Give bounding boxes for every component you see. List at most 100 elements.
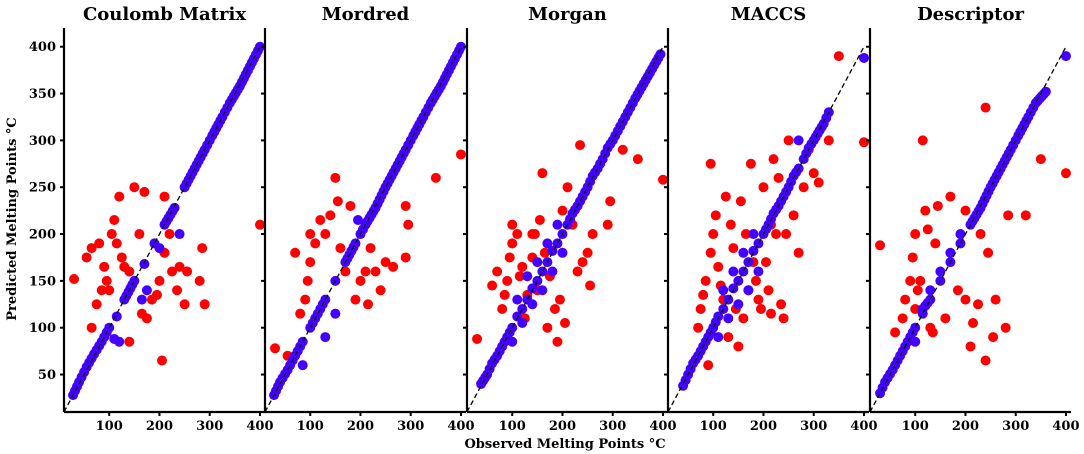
inlier-point	[710, 317, 721, 328]
outlier-point	[335, 243, 346, 254]
outlier-point	[549, 303, 560, 314]
inlier-point	[793, 135, 804, 146]
outlier-point	[295, 308, 306, 319]
inlier-point	[86, 353, 97, 364]
inlier-point	[585, 176, 596, 187]
outlier-point	[375, 285, 386, 296]
outlier-point	[332, 196, 343, 207]
x-tick-label: 400	[447, 419, 474, 434]
outlier-point	[915, 275, 926, 286]
outlier-point	[910, 229, 921, 240]
inlier-point	[786, 176, 797, 187]
x-tick-label: 100	[96, 419, 123, 434]
outlier-point	[725, 219, 736, 230]
outlier-point	[1060, 168, 1071, 179]
outlier-point	[900, 294, 911, 305]
outlier-point	[542, 322, 553, 333]
inlier-point	[771, 204, 782, 215]
inlier-point	[527, 299, 538, 310]
outlier-point	[91, 299, 102, 310]
outlier-point	[106, 229, 117, 240]
outlier-point	[315, 215, 326, 225]
inlier-point	[527, 283, 538, 294]
outlier-point	[199, 299, 210, 310]
outlier-point	[657, 174, 668, 185]
outlier-point	[114, 191, 125, 202]
outlier-point	[713, 261, 724, 272]
x-tick-label: 200	[146, 419, 173, 434]
outlier-point	[104, 285, 115, 296]
inlier-point	[753, 238, 764, 249]
outlier-point	[708, 229, 719, 240]
outlier-point	[557, 205, 568, 216]
outlier-point	[172, 285, 183, 296]
outlier-point	[94, 238, 105, 249]
outlier-point	[745, 158, 756, 169]
outlier-point	[990, 294, 1001, 305]
inlier-point	[590, 167, 601, 178]
panels-group: Coulomb Matrix 100 200 300 400 50 100 150 200 250…	[29, 4, 1080, 434]
outlier-point	[776, 299, 787, 310]
outlier-point	[129, 182, 140, 193]
outlier-point	[197, 243, 208, 254]
outlier-point	[572, 266, 583, 277]
reference-line	[264, 46, 462, 413]
x-tick-label: 300	[196, 419, 223, 434]
inlier-point	[776, 196, 787, 207]
inlier-point	[139, 259, 150, 270]
outlier-point	[813, 177, 824, 188]
outlier-point	[151, 289, 162, 300]
outlier-point	[400, 200, 411, 211]
inlier-point	[713, 332, 724, 343]
inlier-point	[922, 297, 933, 308]
outlier-point	[980, 102, 991, 113]
inlier-point	[320, 332, 331, 343]
outlier-point	[270, 343, 281, 354]
outlier-point	[983, 247, 994, 258]
inlier-point	[517, 318, 528, 329]
outlier-point	[975, 229, 986, 240]
outlier-point	[617, 144, 628, 155]
inlier-point	[718, 285, 729, 296]
x-tick-label: 200	[347, 419, 374, 434]
panel-1: Coulomb Matrix 100 200 300 400 50 100 150 200 250…	[29, 4, 274, 434]
y-tick-label: 350	[29, 87, 56, 102]
outlier-point	[932, 200, 943, 211]
inlier-point	[605, 139, 616, 150]
reference-line	[869, 46, 1067, 413]
inlier-point	[858, 52, 869, 63]
x-tick-label: 100	[902, 419, 929, 434]
outlier-point	[320, 229, 331, 240]
inlier-point	[197, 148, 208, 159]
outlier-point	[755, 303, 766, 314]
outlier-point	[700, 275, 711, 286]
outlier-point	[917, 135, 928, 146]
inlier-point	[499, 336, 510, 347]
outlier-point	[1003, 210, 1014, 221]
outlier-point	[602, 219, 613, 230]
outlier-point	[559, 318, 570, 329]
outlier-point	[300, 294, 311, 305]
panel-title: Descriptor	[917, 4, 1024, 25]
outlier-point	[194, 275, 205, 286]
outlier-point	[833, 51, 844, 62]
inlier-point	[537, 285, 548, 296]
y-tick-label: 100	[29, 321, 56, 336]
outlier-point	[99, 261, 110, 272]
x-tick-label: 400	[246, 419, 273, 434]
outlier-point	[124, 266, 135, 277]
inlier-point	[557, 247, 568, 258]
inlier-point	[537, 266, 548, 277]
outlier-point	[497, 303, 508, 314]
outlier-point	[763, 285, 774, 296]
panel-title: MACCS	[731, 4, 807, 25]
outlier-point	[733, 341, 744, 352]
outlier-point	[290, 247, 301, 258]
inlier-point	[743, 285, 754, 296]
outlier-point	[973, 299, 984, 310]
points-group	[269, 41, 466, 401]
outlier-point	[577, 257, 588, 268]
outlier-point	[179, 299, 190, 310]
outlier-point	[705, 158, 716, 169]
outlier-point	[111, 238, 122, 249]
